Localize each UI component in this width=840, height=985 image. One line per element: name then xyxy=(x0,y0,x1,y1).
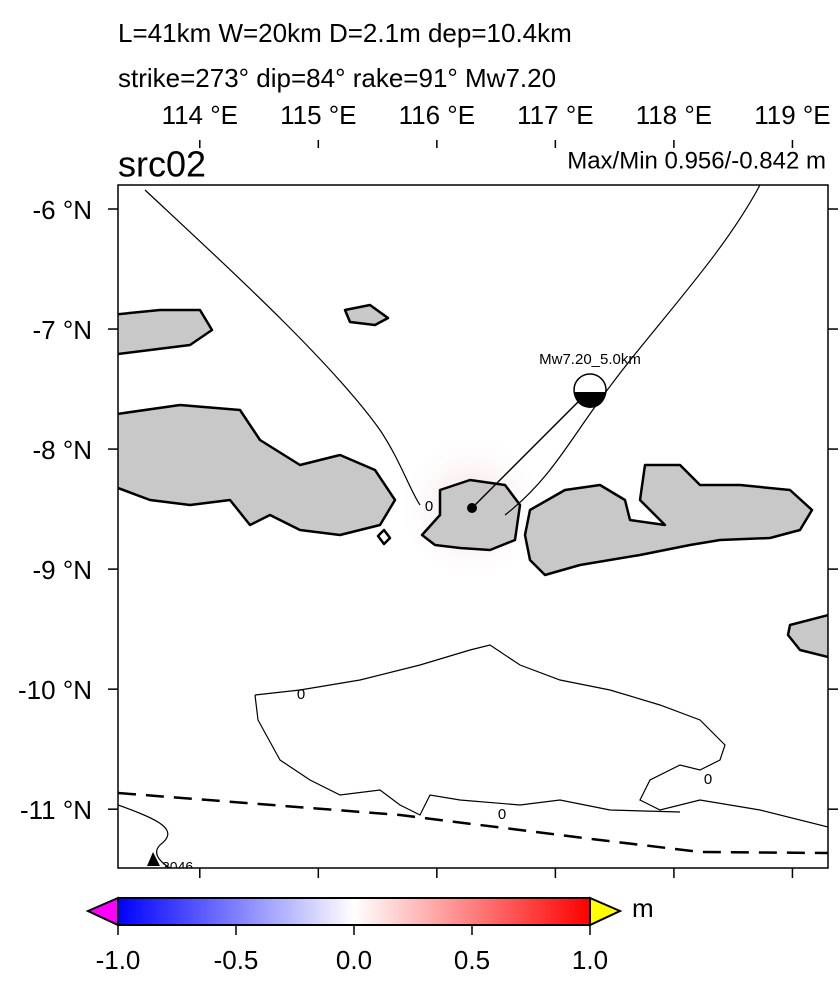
colorbar-unit: m xyxy=(632,893,654,923)
y-tick-label: -8 °N xyxy=(32,435,92,465)
label-box xyxy=(490,146,828,178)
panel-label: src02 xyxy=(118,144,206,185)
colorbar-tick-label: -0.5 xyxy=(214,945,259,975)
coastlines xyxy=(118,303,828,659)
epicenter xyxy=(467,503,477,513)
colorbar-tick-label: 0.0 xyxy=(336,945,372,975)
map-content: 3046 xyxy=(118,185,828,875)
cbar-high xyxy=(589,896,623,927)
header-line: L=41km W=20km D=2.1m dep=10.4km xyxy=(118,18,572,48)
contour-label: 0 xyxy=(498,806,506,823)
source-label: Mw7.20_5.0km xyxy=(539,351,641,368)
station-label: 3046 xyxy=(162,859,193,875)
y-tick-label: -11 °N xyxy=(20,795,92,825)
x-tick-label: 119 °E xyxy=(754,100,830,130)
max-min: Max/Min 0.956/-0.842 m xyxy=(567,147,826,174)
y-tick-label: -7 °N xyxy=(32,315,92,345)
cbar-low xyxy=(85,896,119,927)
y-tick-label: -6 °N xyxy=(32,195,92,225)
station xyxy=(147,852,160,866)
header-line: strike=273° dip=84° rake=91° Mw7.20 xyxy=(118,63,556,93)
y-tick-label: -9 °N xyxy=(32,555,92,585)
map-frame xyxy=(117,184,829,869)
colorbar-tick-label: 1.0 xyxy=(572,945,608,975)
y-tick-label: -10 °N xyxy=(18,675,92,705)
contour-label: 0 xyxy=(704,771,712,788)
x-tick-label: 117 °E xyxy=(517,100,593,130)
x-tick-label: 114 °E xyxy=(162,100,238,130)
contour-labels: 0 0 0 0 xyxy=(297,498,712,823)
colorbar xyxy=(117,897,591,926)
contours xyxy=(118,185,828,868)
trench xyxy=(118,791,828,855)
colorbar-tick-label: -1.0 xyxy=(96,945,141,975)
x-tick-label: 118 °E xyxy=(636,100,712,130)
source-line xyxy=(471,389,591,509)
contour-label: 0 xyxy=(425,498,433,515)
contour-label: 0 xyxy=(297,686,305,703)
colorbar-tick-label: 0.5 xyxy=(454,945,490,975)
x-tick-label: 116 °E xyxy=(399,100,475,130)
beachball-half xyxy=(574,392,606,408)
x-tick-label: 115 °E xyxy=(280,100,356,130)
